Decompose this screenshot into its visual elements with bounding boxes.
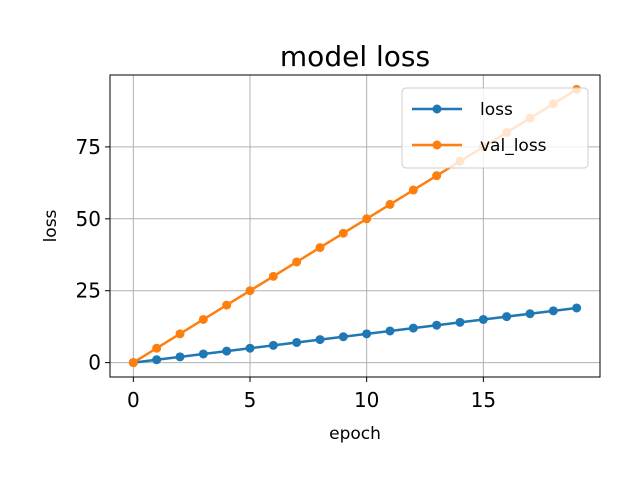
y-tick-label: 50 [76, 207, 101, 231]
y-axis-label: loss [41, 209, 61, 242]
data-point-loss [548, 306, 558, 316]
y-tick-label: 75 [76, 135, 101, 159]
legend-marker-val_loss [432, 140, 442, 150]
axis-ticks: 0 5 10 15 0 25 50 75 [76, 135, 497, 412]
data-point-val_loss [222, 300, 232, 310]
data-point-val_loss [152, 343, 162, 353]
data-point-loss [572, 303, 582, 313]
data-point-loss [338, 332, 348, 342]
data-point-loss [478, 314, 488, 324]
data-point-val_loss [432, 171, 442, 181]
data-point-loss [315, 335, 325, 345]
legend-label-val_loss: val_loss [480, 136, 547, 156]
data-point-loss [385, 326, 395, 336]
data-point-loss [245, 343, 255, 353]
data-point-loss [525, 309, 535, 319]
data-point-loss [292, 337, 302, 347]
chart-title: model loss [280, 40, 430, 73]
data-point-val_loss [175, 329, 185, 339]
data-point-loss [175, 352, 185, 362]
data-point-val_loss [338, 228, 348, 238]
data-point-val_loss [315, 243, 325, 253]
data-point-val_loss [268, 271, 278, 281]
x-tick-label: 5 [244, 388, 257, 412]
data-point-loss [222, 346, 232, 356]
data-point-val_loss [385, 199, 395, 209]
data-point-loss [432, 320, 442, 330]
data-point-val_loss [408, 185, 418, 195]
data-point-val_loss [128, 358, 138, 368]
data-point-val_loss [292, 257, 302, 267]
data-point-val_loss [245, 286, 255, 296]
legend-label-loss: loss [480, 100, 513, 120]
data-point-loss [152, 355, 162, 365]
y-tick-label: 25 [76, 279, 101, 303]
x-tick-label: 15 [471, 388, 496, 412]
x-tick-label: 0 [127, 388, 140, 412]
x-axis-label: epoch [329, 424, 381, 444]
plot-frame [109, 74, 601, 378]
data-point-loss [455, 317, 465, 327]
data-point-val_loss [362, 214, 372, 224]
data-point-loss [362, 329, 372, 339]
legend-marker-loss [432, 104, 442, 114]
data-point-loss [408, 323, 418, 333]
data-point-loss [502, 312, 512, 322]
data-point-val_loss [198, 314, 208, 324]
legend: loss val_loss [401, 87, 589, 169]
x-tick-label: 10 [354, 388, 379, 412]
y-tick-label: 0 [88, 351, 101, 375]
data-point-loss [198, 349, 208, 359]
data-point-loss [268, 340, 278, 350]
